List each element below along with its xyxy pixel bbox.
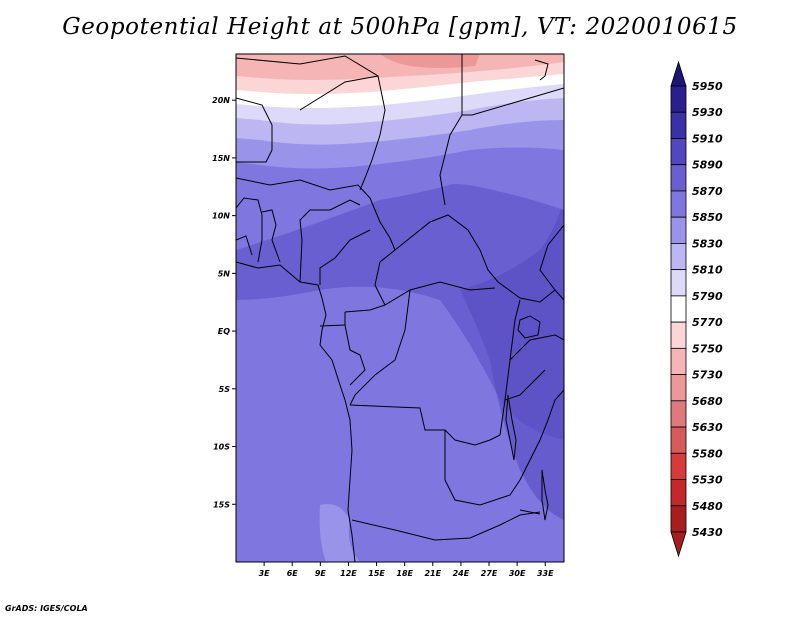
x-tick-label: 18E (396, 569, 413, 578)
field-5680 (380, 54, 480, 68)
colorbar-segment (670, 269, 687, 297)
colorbar-segment (670, 190, 687, 218)
colorbar: 5950 5930 5910 5890 5870 5850 5830 5810 5790 5770… (670, 60, 723, 558)
x-tick-label: 33E (537, 569, 554, 578)
y-tick-label: 10N (212, 212, 230, 221)
country-borders (236, 54, 564, 562)
y-tick-label: 10S (213, 443, 230, 452)
colorbar-segment (670, 347, 687, 375)
colorbar-label: 5810 (692, 264, 723, 277)
colorbar-segment (670, 164, 687, 192)
colorbar-label: 5730 (692, 369, 723, 382)
x-tick-label: 15E (368, 569, 385, 578)
colorbar-segment (670, 321, 687, 349)
colorbar-top-arrow (670, 60, 687, 87)
grads-credit: GrADS: IGES/COLA (5, 604, 88, 613)
colorbar-label: 5830 (692, 237, 723, 250)
contour-fill (236, 54, 564, 562)
y-tick-label: 5N (218, 269, 231, 278)
colorbar-label: 5580 (692, 447, 723, 460)
y-tick-label: 15S (213, 500, 230, 509)
colorbar-segment (670, 85, 687, 113)
colorbar-label: 5770 (692, 316, 723, 329)
colorbar-bottom-arrow (670, 531, 687, 558)
colorbar-label: 5750 (692, 342, 723, 355)
y-tick-label: 5S (219, 385, 231, 394)
colorbar-segment (670, 505, 687, 533)
field-5830-sw (319, 504, 360, 562)
map-frame (235, 53, 565, 563)
y-tick-label: EQ (218, 327, 230, 336)
x-tick-label: 9E (315, 569, 327, 578)
field-sw (236, 440, 360, 562)
field-5890 (460, 200, 564, 520)
y-axis: 20N 15N 10N 5N EQ 5S 10S 15S (212, 96, 236, 509)
colorbar-segment (670, 426, 687, 454)
map-title: Geopotential Height at 500hPa [gpm], VT:… (62, 14, 738, 40)
colorbar-segment (670, 295, 687, 323)
colorbar-label: 5930 (692, 106, 723, 119)
colorbar-segment (670, 138, 687, 166)
y-tick-label: 20N (212, 96, 230, 105)
colorbar-segment (670, 374, 687, 402)
y-tick-label: 15N (212, 154, 230, 163)
x-axis: 3E 6E 9E 12E 15E 18E 21E 24E 27E 30E 33E (259, 562, 554, 578)
colorbar-segment (670, 243, 687, 271)
colorbar-segment (670, 216, 687, 244)
colorbar-segment (670, 111, 687, 139)
colorbar-segment (670, 452, 687, 480)
colorbar-label: 5950 (692, 80, 723, 93)
x-tick-label: 12E (340, 569, 357, 578)
colorbar-label: 5530 (692, 474, 723, 487)
colorbar-label: 5890 (692, 159, 723, 172)
colorbar-label: 5430 (692, 526, 723, 539)
x-tick-label: 3E (259, 569, 271, 578)
x-tick-label: 24E (453, 569, 470, 578)
colorbar-label: 5850 (692, 211, 723, 224)
x-tick-label: 30E (509, 569, 526, 578)
x-tick-label: 6E (287, 569, 299, 578)
x-tick-label: 21E (424, 569, 441, 578)
field-5870 (236, 150, 564, 440)
colorbar-label: 5790 (692, 290, 723, 303)
colorbar-segment (670, 479, 687, 507)
colorbar-label: 5630 (692, 421, 723, 434)
x-tick-label: 27E (481, 569, 498, 578)
colorbar-label: 5480 (692, 500, 723, 513)
colorbar-label: 5910 (692, 132, 723, 145)
colorbar-segment (670, 400, 687, 428)
colorbar-label: 5680 (692, 395, 723, 408)
colorbar-label: 5870 (692, 185, 723, 198)
